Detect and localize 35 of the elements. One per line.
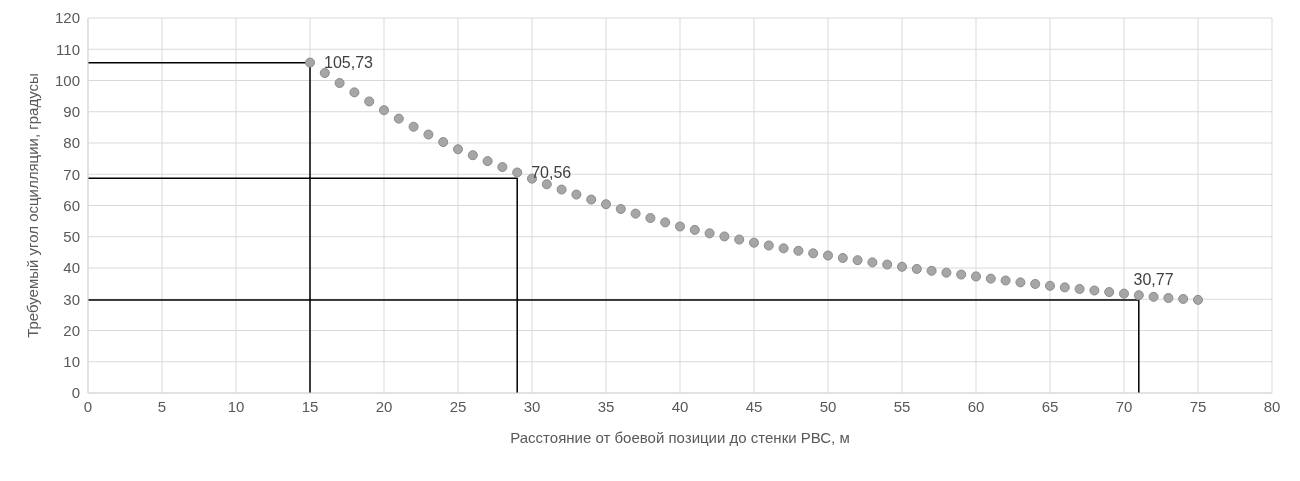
- annotation: 30,77: [1133, 270, 1174, 288]
- y-tick-label: 40: [63, 259, 80, 277]
- x-tick-label: 35: [597, 397, 615, 415]
- x-tick-label: 75: [1189, 397, 1207, 415]
- y-tick-label: 20: [63, 321, 80, 339]
- y-tick-label: 110: [56, 40, 80, 58]
- x-tick-label: 45: [745, 397, 763, 415]
- x-tick-label: 10: [227, 397, 245, 415]
- y-tick-label: 30: [63, 290, 80, 308]
- y-tick-label: 80: [63, 134, 80, 152]
- x-tick-label: 20: [375, 397, 393, 415]
- x-tick-label: 65: [1041, 397, 1059, 415]
- y-tick-label: 70: [63, 165, 80, 183]
- x-axis-title: Расстояние от боевой позиции до стенки РВС, м: [510, 429, 850, 446]
- x-tick-label: 30: [523, 397, 541, 415]
- y-tick-label: 50: [63, 228, 80, 246]
- y-tick-label: 10: [63, 353, 80, 371]
- y-tick-label: 120: [54, 9, 80, 27]
- annotation: 105,73: [324, 54, 374, 72]
- y-axis-title: Требуемый угол осцилляции, градусы: [24, 73, 42, 338]
- x-tick-label: 70: [1115, 397, 1133, 415]
- y-tick-label: 90: [63, 103, 80, 121]
- annotation: 70,56: [531, 164, 572, 182]
- x-tick-label: 40: [671, 397, 689, 415]
- y-tick-label: 0: [71, 384, 80, 402]
- x-tick-label: 25: [449, 397, 467, 415]
- y-tick-label: 100: [54, 71, 80, 89]
- x-tick-label: 0: [83, 397, 93, 415]
- x-tick-label: 60: [967, 397, 985, 415]
- x-tick-label: 50: [819, 397, 837, 415]
- y-tick-label: 60: [63, 196, 80, 214]
- x-tick-label: 15: [301, 397, 319, 415]
- x-tick-label: 55: [893, 397, 911, 415]
- x-tick-label: 5: [157, 397, 167, 415]
- x-tick-label: 80: [1263, 397, 1281, 415]
